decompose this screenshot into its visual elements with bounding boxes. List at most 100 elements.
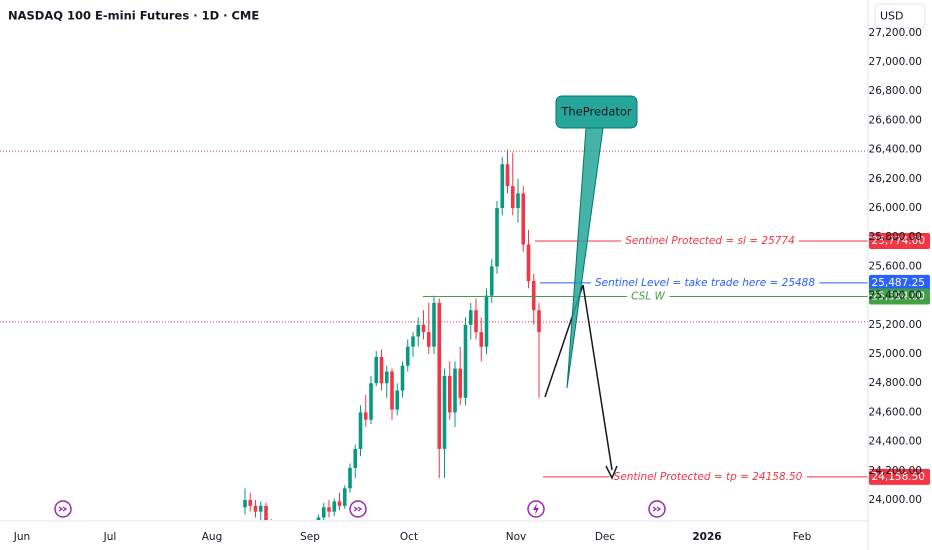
candle-body	[447, 375, 452, 413]
y-tick-label: 26,200.00	[869, 173, 922, 185]
candle-body	[353, 448, 358, 468]
candle-body	[463, 324, 468, 398]
price-tag-label: 25,487.25	[872, 277, 925, 289]
y-tick-label: 25,400.00	[869, 290, 922, 302]
candle-body	[426, 332, 431, 347]
candle-body	[505, 164, 510, 187]
level-text-bg	[590, 275, 820, 290]
candle-body	[516, 193, 520, 209]
candle-body	[484, 295, 489, 347]
candle-body	[258, 505, 263, 512]
candle-body	[432, 302, 436, 347]
y-tick-label: 25,600.00	[869, 260, 922, 272]
candle-body	[390, 371, 394, 410]
candle-body	[321, 507, 326, 518]
candle-body	[395, 390, 400, 410]
y-tick-label: 24,400.00	[869, 436, 922, 448]
candle-body	[358, 412, 363, 449]
x-tick-label: 2026	[692, 531, 721, 543]
candle-body	[521, 193, 526, 245]
plot-area: Sentinel Protected = sl = 25774 Sentinel …	[0, 149, 868, 520]
x-tick-label: Oct	[400, 531, 418, 543]
level-text: Sentinel Level = take trade here = 25488	[595, 277, 815, 289]
y-tick-label: 26,600.00	[869, 114, 922, 126]
x-tick-label: Jun	[13, 531, 30, 543]
candle-body	[453, 368, 457, 413]
candle-body	[405, 346, 410, 366]
drawings: ThePredator	[544, 95, 638, 480]
candle-body	[248, 500, 253, 506]
y-tick-label: 25,800.00	[869, 231, 922, 243]
callout-box	[555, 95, 638, 129]
candle-body	[421, 324, 426, 333]
x-tick-label: Feb	[793, 531, 812, 543]
level-text: Sentinel Protected = sl = 25774	[625, 235, 795, 247]
candle-body	[327, 507, 331, 512]
x-tick-label: Sep	[300, 531, 320, 543]
y-tick-label: 24,600.00	[869, 406, 922, 418]
chart-title: NASDAQ 100 E-mini Futures · 1D · CME	[8, 9, 259, 23]
candle-body	[416, 324, 421, 337]
price-tag	[869, 233, 930, 250]
y-tick-label: 25,000.00	[869, 348, 922, 360]
level-text-bg	[609, 469, 807, 484]
y-tick-label: 27,000.00	[869, 56, 922, 68]
candle-body	[468, 310, 473, 325]
price-tag	[869, 468, 930, 485]
y-tick-label: 26,000.00	[869, 202, 922, 214]
candle-body	[489, 266, 494, 296]
candle-body	[243, 500, 247, 508]
currency-button[interactable]	[874, 3, 926, 29]
candle-body	[500, 164, 505, 209]
candle-body	[384, 371, 389, 384]
y-tick-label: 24,000.00	[869, 494, 922, 506]
x-tick-label: Jul	[103, 531, 117, 543]
level-text-bg	[627, 289, 670, 304]
price-tag-label: 25,774.00	[872, 235, 925, 247]
y-tick-label: 26,800.00	[869, 85, 922, 97]
arrow-head	[605, 465, 618, 480]
y-tick-label: 24,800.00	[869, 377, 922, 389]
candle-body	[369, 383, 373, 420]
candle-body	[526, 244, 531, 282]
candle-body	[342, 488, 347, 506]
candle-body	[264, 505, 268, 520]
candle-body	[537, 310, 541, 333]
y-tick-label: 27,200.00	[869, 27, 922, 39]
candle-body	[348, 467, 352, 489]
currency-label[interactable]: USD	[880, 10, 904, 23]
level-text: CSL W	[631, 290, 665, 302]
event-icons	[54, 500, 666, 518]
candle-body	[474, 310, 478, 333]
candle-body	[437, 302, 442, 449]
level-text-bg	[621, 234, 799, 249]
trend-arrow	[544, 284, 613, 471]
y-tick-label: 24,200.00	[869, 465, 922, 477]
candle-body	[363, 412, 368, 420]
candle-body	[531, 281, 536, 311]
x-tick-label: Dec	[595, 531, 616, 543]
candle-body	[442, 375, 447, 449]
candle-body	[253, 505, 258, 512]
price-tag	[869, 288, 930, 305]
x-tick-label: Aug	[202, 531, 223, 543]
candle-body	[458, 368, 463, 398]
candle-body	[479, 332, 484, 347]
candle-body	[510, 186, 515, 209]
candle-body	[337, 501, 342, 506]
callout-text: ThePredator	[560, 105, 632, 119]
candle-body	[379, 356, 384, 384]
price-tag	[869, 274, 930, 291]
price-tag-label: 24,158.50	[872, 471, 925, 483]
x-tick-label: Nov	[506, 531, 527, 543]
candle-body	[411, 336, 415, 347]
candle-body	[400, 365, 405, 391]
level-text: Sentinel Protected = tp = 24158.50	[614, 471, 803, 483]
price-tag-label: 25,394.00	[872, 290, 925, 302]
candle-body	[316, 517, 321, 520]
candle-body	[332, 501, 337, 512]
